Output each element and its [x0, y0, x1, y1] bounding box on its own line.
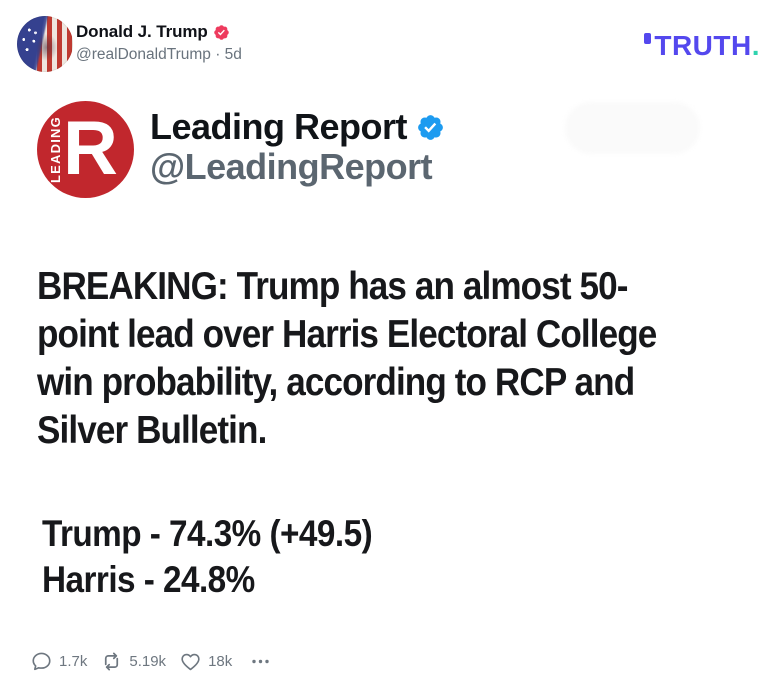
repost-icon [105, 651, 119, 671]
truth-logo-text: TRUTH [654, 30, 752, 61]
author-handle[interactable]: @realDonaldTrump · 5d [76, 46, 242, 63]
repost-button[interactable]: 5.19k [100, 650, 166, 673]
reply-count: 1.7k [59, 652, 88, 670]
like-count: 18k [208, 652, 233, 670]
tweet-author-name: Leading Report [150, 106, 408, 147]
leading-report-logo-letter: R [63, 106, 118, 191]
tweet-author-handle: @LeadingReport [150, 146, 433, 187]
avatar[interactable] [17, 16, 73, 72]
reply-button[interactable]: 1.7k [30, 650, 87, 673]
reply-icon [32, 652, 51, 670]
blurred-element [565, 102, 700, 154]
like-button[interactable]: 18k [179, 650, 232, 673]
leading-report-logo: LEADING R [37, 101, 134, 198]
verified-badge-icon [213, 24, 229, 40]
ellipsis-icon [252, 659, 269, 664]
repost-count: 5.19k [129, 652, 167, 670]
twitter-verified-badge-icon [418, 114, 443, 140]
truth-brand-logo: TRUTH. [644, 32, 760, 60]
truth-logo-dot: . [751, 30, 760, 61]
tweet-stats-text: Trump - 74.3% (+49.5) Harris - 24.8% [42, 513, 373, 600]
author-name[interactable]: Donald J. Trump [76, 22, 208, 41]
truth-logo-mark-icon [644, 33, 652, 44]
tweet-body-text: BREAKING: Trump has an almost 50- point … [37, 265, 657, 452]
tweet-author-row: Leading Report [150, 106, 445, 148]
heart-icon [181, 653, 200, 670]
author-name-row: Donald J. Trump [76, 22, 230, 42]
engagement-bar: 1.7k 5.19k 18k [30, 649, 273, 673]
embedded-tweet-image[interactable]: LEADING R Leading Report @LeadingReport … [0, 85, 777, 640]
more-button[interactable] [249, 649, 273, 673]
leading-report-logo-vertical-text: LEADING [48, 116, 63, 184]
